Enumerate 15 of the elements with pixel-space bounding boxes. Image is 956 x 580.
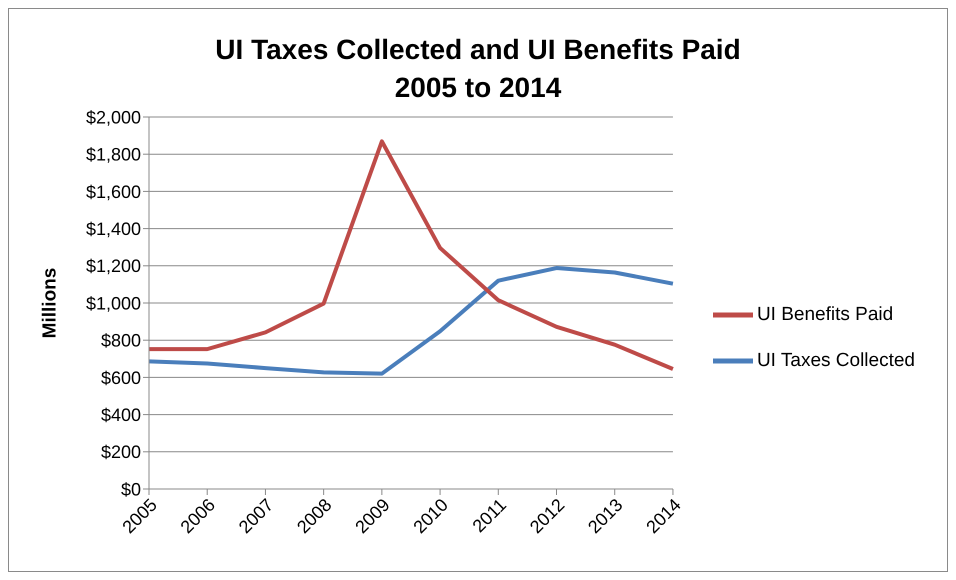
y-tick-label: $1,200 xyxy=(86,256,141,276)
y-tick-label: $1,800 xyxy=(86,144,141,165)
y-tick-label: $400 xyxy=(100,404,141,425)
y-tick-label: $600 xyxy=(100,368,141,388)
y-tick-label: $200 xyxy=(100,442,141,462)
y-tick-label: $2,000 xyxy=(86,107,141,128)
chart-title: UI Taxes Collected and UI Benefits Paid 2005 to 2014 xyxy=(214,33,742,105)
y-tick-label: $1,600 xyxy=(86,182,141,202)
y-tick-label: $0 xyxy=(120,479,141,500)
y-axis-title: Millions xyxy=(40,268,61,338)
y-tick-label: $1,000 xyxy=(86,293,141,314)
legend-label: UI Benefits Paid xyxy=(756,304,894,325)
y-tick-label: $800 xyxy=(100,330,141,351)
y-tick-label: $1,400 xyxy=(86,218,141,239)
legend-label: UI Taxes Collected xyxy=(756,350,915,371)
